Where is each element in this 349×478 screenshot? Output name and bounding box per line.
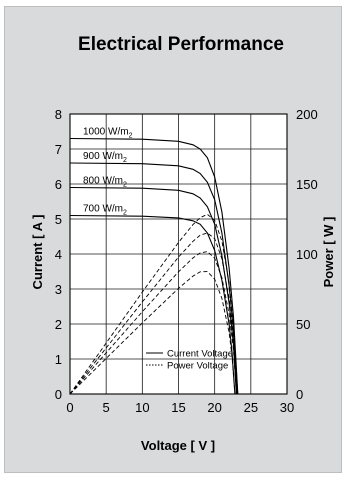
x-tick-label: 30: [280, 400, 294, 415]
y-right-tick-label: 50: [296, 317, 310, 332]
x-axis-title: Voltage [ V ]: [141, 438, 215, 453]
power-curve: [69, 271, 236, 395]
y-axis-right-title: Power [ W ]: [321, 217, 336, 288]
y-left-tick-label: 0: [55, 387, 62, 402]
legend-label: Power Voltage: [167, 361, 228, 372]
y-left-tick-label: 4: [55, 247, 62, 262]
chart-title: Electrical Performance: [78, 34, 284, 55]
y-left-tick-label: 3: [55, 282, 62, 297]
iv-curve: [69, 137, 239, 395]
y-axis-left-title: Current [ A ]: [30, 215, 45, 290]
power-curve: [69, 232, 238, 395]
iv-curve: [69, 214, 236, 395]
y-right-tick-label: 100: [296, 247, 318, 262]
iv-curve-label: 800 W/m2: [83, 176, 127, 189]
x-tick-label: 25: [244, 400, 258, 415]
iv-curve: [69, 186, 237, 395]
x-tick-label: 0: [66, 400, 73, 415]
x-tick-label: 10: [135, 400, 149, 415]
y-left-tick-label: 5: [55, 212, 62, 227]
y-right-tick-label: 200: [296, 107, 318, 122]
iv-curve: [69, 162, 238, 395]
y-left-tick-label: 7: [55, 142, 62, 157]
x-tick-label: 15: [171, 400, 185, 415]
x-tick-label: 20: [207, 400, 221, 415]
y-left-tick-label: 6: [55, 177, 62, 192]
iv-curve-label: 900 W/m2: [83, 151, 127, 164]
y-left-tick-label: 1: [55, 352, 62, 367]
y-left-tick-label: 8: [55, 107, 62, 122]
iv-curve-label: 1000 W/m2: [83, 127, 133, 140]
plot-frame: [69, 113, 288, 395]
y-right-tick-label: 0: [296, 387, 303, 402]
y-right-tick-label: 150: [296, 177, 318, 192]
x-tick-label: 5: [103, 400, 110, 415]
y-left-tick-label: 2: [55, 317, 62, 332]
legend-label: Current Voltage: [167, 349, 233, 360]
power-curve: [69, 251, 237, 395]
iv-curve-label: 700 W/m2: [83, 204, 127, 217]
